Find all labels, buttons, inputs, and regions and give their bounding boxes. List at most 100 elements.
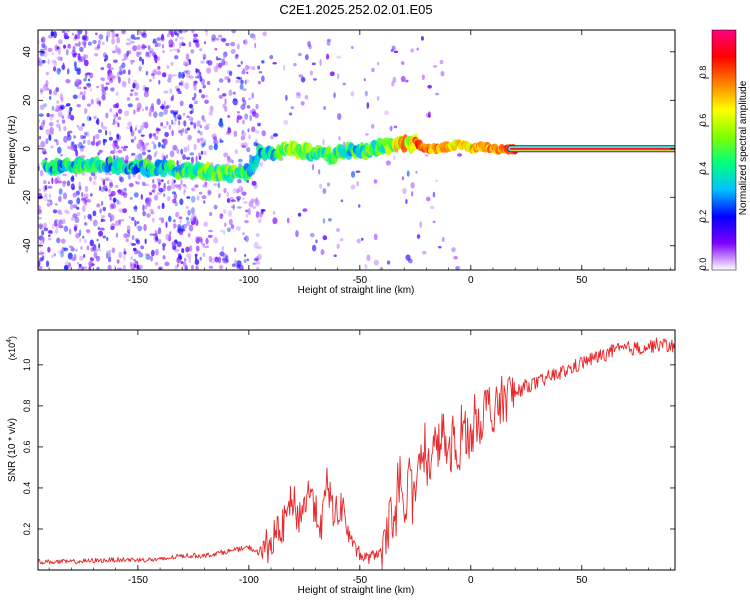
noise-speck [236,188,240,194]
noise-speck [154,54,157,59]
noise-speck [98,150,102,155]
noise-speck [225,42,230,47]
noise-speck [83,253,86,258]
noise-speck [130,89,135,92]
noise-speck [71,32,75,36]
noise-speck [101,91,107,96]
noise-speck [114,220,120,227]
noise-speck [170,61,174,66]
noise-speck [63,126,67,132]
noise-speck [75,232,80,239]
noise-speck [133,91,139,96]
noise-speck [133,109,136,115]
noise-speck [97,39,101,45]
x-tick-label: 50 [576,275,588,286]
noise-speck [187,144,190,152]
noise-speck [63,264,69,270]
noise-speck [191,96,196,101]
noise-speck [363,78,366,82]
noise-speck [241,191,247,196]
noise-speck [435,179,438,183]
noise-speck [38,260,41,267]
noise-speck [56,46,60,50]
y-tick-label: 0.6 [22,441,32,454]
noise-speck [207,234,213,238]
noise-speck [86,72,91,76]
noise-speck [253,241,259,249]
noise-speck [177,226,181,234]
noise-speck [188,245,193,252]
noise-speck [84,199,88,206]
noise-speck [160,122,164,127]
noise-speck [244,113,249,120]
noise-speck [200,94,206,99]
noise-speck [94,133,100,140]
noise-speck [254,112,259,119]
noise-speck [133,263,137,268]
noise-speck [118,251,123,259]
noise-speck [56,180,63,184]
noise-speck [162,50,165,54]
y-tick-label: 0.2 [22,523,32,536]
noise-speck [315,239,318,244]
noise-speck [52,209,58,214]
noise-speck [219,251,225,257]
noise-speck [115,33,119,37]
noise-speck [96,203,101,208]
noise-speck [183,146,188,153]
noise-speck [48,34,53,39]
noise-speck [39,104,45,111]
noise-speck [189,152,195,156]
noise-speck [206,81,211,85]
noise-speck [162,255,166,260]
noise-speck [225,255,229,263]
noise-speck [58,225,64,229]
noise-speck [76,104,82,108]
noise-speck [115,91,120,96]
noise-speck [245,209,249,213]
noise-speck [105,129,108,136]
noise-speck [133,259,136,262]
noise-speck [158,66,161,69]
noise-speck [129,261,133,268]
noise-speck [203,150,207,156]
noise-speck [169,88,173,94]
noise-speck [68,245,74,249]
noise-speck [112,114,117,119]
noise-speck [183,70,189,74]
noise-speck [85,54,89,59]
noise-speck [370,124,375,129]
noise-speck [132,82,136,89]
noise-speck [300,76,306,83]
noise-speck [156,231,160,234]
noise-speck [111,203,117,209]
noise-speck [145,106,149,111]
noise-speck [68,228,72,235]
noise-speck [158,182,161,186]
noise-speck [74,42,80,47]
noise-speck [56,237,61,244]
noise-speck [240,135,246,141]
noise-speck [184,128,188,135]
noise-speck [66,68,70,75]
noise-speck [389,125,393,132]
noise-speck [80,56,86,63]
noise-speck [48,230,53,235]
noise-speck [187,232,191,238]
noise-speck [269,54,274,60]
noise-speck [328,218,332,222]
noise-speck [110,225,115,231]
noise-speck [178,129,182,134]
noise-speck [138,139,144,144]
noise-speck [253,257,259,262]
noise-speck [164,131,169,138]
noise-speck [54,227,59,235]
noise-speck [260,75,265,83]
noise-speck [210,257,216,264]
spectrogram-y-axis-label: Frequency (Hz) [7,116,18,185]
noise-speck [305,54,309,61]
colorbar-tick-label: 0.2 [698,210,708,223]
noise-speck [83,41,87,49]
noise-speck [441,236,445,242]
noise-speck [302,208,308,212]
